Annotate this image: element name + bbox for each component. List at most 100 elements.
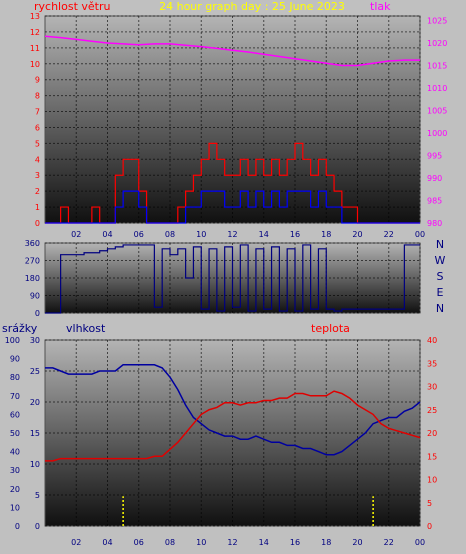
pressure-line <box>44 35 420 67</box>
wind-tick-label: 5 <box>35 139 40 148</box>
wind-tick-label: 6 <box>35 123 40 132</box>
direction-series <box>45 244 420 314</box>
direction-tick-label: 90 <box>30 292 40 301</box>
temp-grid <box>45 339 421 527</box>
humidity-tick-label: 15 <box>30 429 40 438</box>
humidity-line <box>45 364 421 456</box>
rain-tick-label: 30 <box>10 466 20 475</box>
temp-x-tick-label: 06 <box>134 538 144 547</box>
pressure-tick-label: 985 <box>427 197 442 206</box>
compass-label: N <box>436 302 444 315</box>
direction-y-ticks: 0 90 180 270 360 <box>25 239 40 318</box>
wind-x-tick-label: 08 <box>165 230 175 239</box>
wind-x-ticks: 02 04 06 08 10 12 14 16 18 20 22 00 <box>71 230 425 239</box>
pressure-tick-label: 1020 <box>427 39 447 48</box>
temperature-tick-label: 25 <box>427 406 437 415</box>
humidity-tick-label: 10 <box>30 460 40 469</box>
wind-x-tick-label: 22 <box>384 230 394 239</box>
direction-tick-label: 270 <box>25 257 40 266</box>
pressure-tick-label: 1025 <box>427 17 447 26</box>
temp-x-ticks: 02 04 06 08 10 12 14 16 18 20 22 00 <box>71 538 425 547</box>
wind-tick-label: 9 <box>35 76 40 85</box>
temperature-line <box>45 390 421 462</box>
temp-x-tick-label: 12 <box>227 538 237 547</box>
temperature-tick-label: 40 <box>427 336 437 345</box>
wind-x-tick-label: 04 <box>102 230 112 239</box>
pressure-tick-label: 1010 <box>427 84 447 93</box>
humidity-axis-label: vlhkost <box>66 322 106 335</box>
wind-tick-label: 2 <box>35 187 40 196</box>
compass-label: S <box>437 270 444 283</box>
temperature-tick-label: 15 <box>427 452 437 461</box>
direction-tick-label: 360 <box>25 239 40 248</box>
wind-x-tick-label: 20 <box>352 230 362 239</box>
temperature-tick-label: 5 <box>427 499 432 508</box>
direction-grid <box>45 242 421 314</box>
pressure-tick-label: 980 <box>427 219 442 228</box>
temp-x-tick-label: 08 <box>165 538 175 547</box>
wind-tick-label: 0 <box>35 219 40 228</box>
pressure-tick-label: 1005 <box>427 107 447 116</box>
pressure-tick-label: 995 <box>427 152 442 161</box>
rain-tick-label: 0 <box>15 522 20 531</box>
humidity-tick-label: 0 <box>35 522 40 531</box>
rain-tick-label: 20 <box>10 485 20 494</box>
temp-x-tick-label: 18 <box>321 538 331 547</box>
wind-axis-label: rychlost větru <box>34 0 110 13</box>
wind-x-tick-label: 18 <box>321 230 331 239</box>
wind-tick-label: 3 <box>35 171 40 180</box>
pressure-tick-label: 990 <box>427 174 442 183</box>
temp-x-tick-label: 04 <box>102 538 112 547</box>
wind-series <box>44 35 420 224</box>
wind-tick-label: 4 <box>35 155 40 164</box>
temp-x-tick-label: 14 <box>259 538 269 547</box>
temperature-tick-label: 30 <box>427 383 437 392</box>
wind-x-tick-label: 10 <box>196 230 206 239</box>
humidity-tick-label: 20 <box>30 398 40 407</box>
wind-tick-label: 10 <box>30 60 40 69</box>
wind-tick-label: 7 <box>35 108 40 117</box>
humidity-temperature-chart: 0 10 20 30 40 50 60 70 80 90 100 0 5 10 15 20 25 30 0 5 10… <box>2 322 437 547</box>
compass-label: N <box>436 238 444 251</box>
rain-tick-label: 50 <box>10 429 20 438</box>
humidity-y-ticks: 0 5 10 15 20 25 30 <box>30 336 40 531</box>
pressure-tick-label: 1015 <box>427 62 447 71</box>
wind-x-tick-label: 06 <box>134 230 144 239</box>
rain-tick-label: 70 <box>10 392 20 401</box>
direction-tick-label: 0 <box>35 309 40 318</box>
temp-x-tick-label: 22 <box>384 538 394 547</box>
pressure-y-ticks: 980 985 990 995 1000 1005 1010 1015 1020 1025 <box>427 17 447 229</box>
wind-x-tick-label: 12 <box>227 230 237 239</box>
temperature-tick-label: 35 <box>427 359 437 368</box>
humidity-tick-label: 25 <box>30 367 40 376</box>
chart-title: 24 hour graph day : 25 June 2023 <box>159 0 345 13</box>
compass-label: E <box>437 286 444 299</box>
temperature-axis-label: teplota <box>311 322 350 335</box>
wind-x-tick-label: 02 <box>71 230 81 239</box>
wind-plot-area <box>44 15 421 224</box>
wind-x-tick-label: 14 <box>259 230 269 239</box>
wind-x-tick-label: 00 <box>415 230 425 239</box>
humidity-tick-label: 30 <box>30 336 40 345</box>
temp-x-tick-label: 16 <box>290 538 300 547</box>
rain-tick-label: 10 <box>10 503 20 512</box>
wind-tick-label: 12 <box>30 28 40 37</box>
temperature-tick-label: 10 <box>427 476 437 485</box>
wind-x-tick-label: 16 <box>290 230 300 239</box>
rain-y-ticks: 0 10 20 30 40 50 60 70 80 90 100 <box>5 336 20 531</box>
temp-x-tick-label: 02 <box>71 538 81 547</box>
wind-tick-label: 11 <box>30 44 40 53</box>
gust-line <box>45 190 420 224</box>
rain-tick-label: 60 <box>10 410 20 419</box>
wind-tick-label: 13 <box>30 12 40 21</box>
rain-tick-label: 90 <box>10 355 20 364</box>
rain-axis-label: srážky <box>2 322 38 335</box>
humidity-tick-label: 5 <box>35 491 40 500</box>
rain-tick-label: 80 <box>10 373 20 382</box>
pressure-tick-label: 1000 <box>427 129 447 138</box>
temperature-y-ticks: 0 5 10 15 20 25 30 35 40 <box>427 336 437 531</box>
